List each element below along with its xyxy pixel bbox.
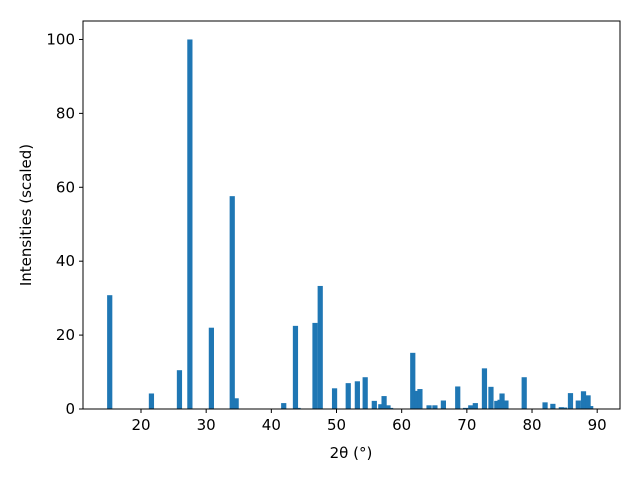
bar bbox=[472, 403, 478, 409]
bar bbox=[521, 377, 527, 409]
bar bbox=[176, 370, 183, 409]
bar bbox=[381, 396, 387, 409]
x-tick-label: 30 bbox=[197, 416, 216, 434]
y-tick-label: 40 bbox=[56, 252, 75, 270]
bar bbox=[561, 407, 568, 409]
y-tick-label: 80 bbox=[56, 104, 75, 122]
bar bbox=[345, 383, 351, 409]
bar bbox=[378, 404, 384, 409]
y-axis-label: Intensities (scaled) bbox=[17, 144, 35, 286]
x-tick-label: 60 bbox=[392, 416, 411, 434]
plot-frame bbox=[82, 20, 621, 410]
bar bbox=[295, 407, 301, 409]
bar bbox=[414, 390, 420, 409]
bar bbox=[503, 400, 509, 409]
bar bbox=[432, 405, 438, 409]
x-tick-label: 90 bbox=[588, 416, 607, 434]
bar bbox=[499, 393, 505, 409]
bar bbox=[455, 386, 461, 409]
y-tick-label: 60 bbox=[56, 178, 75, 196]
bar bbox=[426, 405, 432, 409]
bar bbox=[462, 407, 469, 409]
x-axis-label: 2θ (°) bbox=[330, 444, 373, 462]
bar bbox=[371, 400, 377, 409]
bar bbox=[417, 389, 423, 409]
bar bbox=[488, 386, 494, 409]
bar bbox=[575, 400, 581, 409]
bar bbox=[468, 405, 474, 409]
bar bbox=[542, 402, 548, 409]
bar bbox=[558, 407, 564, 409]
x-tick-label: 80 bbox=[522, 416, 541, 434]
x-tick-label: 50 bbox=[327, 416, 346, 434]
bar bbox=[410, 352, 416, 409]
x-tick-label: 20 bbox=[131, 416, 150, 434]
bar bbox=[292, 325, 299, 409]
bar bbox=[281, 403, 287, 409]
bar bbox=[585, 395, 591, 409]
y-tick-label: 20 bbox=[56, 326, 75, 344]
bar bbox=[229, 196, 235, 409]
bar bbox=[233, 398, 239, 409]
y-tick-label: 0 bbox=[65, 400, 75, 418]
bar bbox=[208, 327, 214, 409]
bar bbox=[440, 400, 446, 409]
bar bbox=[317, 285, 323, 409]
bar bbox=[187, 39, 193, 409]
bar bbox=[387, 407, 394, 409]
bar bbox=[312, 322, 318, 409]
bar bbox=[354, 381, 360, 409]
bar bbox=[148, 393, 155, 409]
bar bbox=[567, 393, 574, 409]
bar bbox=[481, 368, 488, 409]
y-tick-label: 100 bbox=[46, 30, 75, 48]
bar bbox=[331, 388, 338, 409]
bar bbox=[362, 377, 368, 409]
x-tick-label: 40 bbox=[262, 416, 281, 434]
x-tick-label: 70 bbox=[457, 416, 476, 434]
bar bbox=[588, 406, 594, 409]
bar bbox=[107, 295, 113, 409]
bar bbox=[494, 400, 500, 409]
bar bbox=[385, 405, 391, 409]
bar bbox=[550, 403, 556, 409]
bar bbox=[580, 391, 587, 409]
